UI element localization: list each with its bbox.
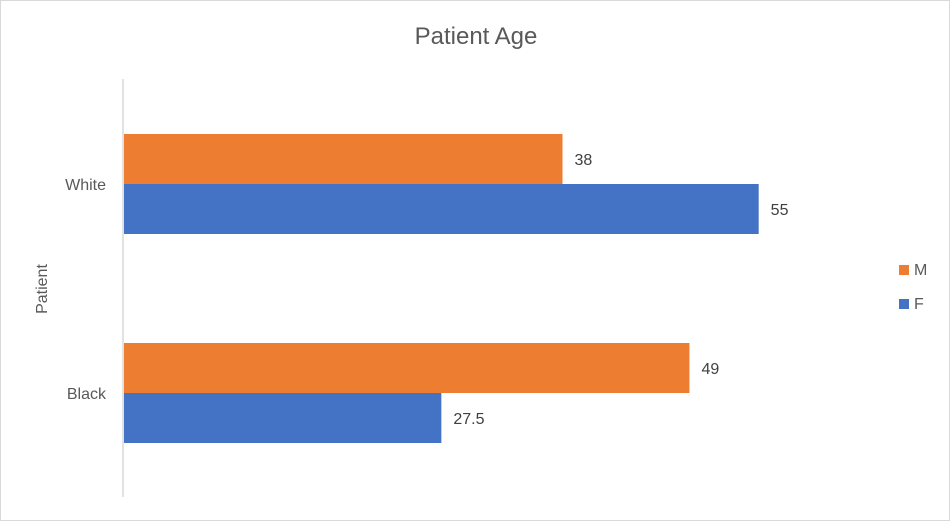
category-labels-group: White Black [65,177,107,403]
category-label-white: White [65,177,106,194]
bar-black-f [124,393,442,443]
legend: MF [899,262,927,313]
bar-white-m [124,134,563,184]
bar-white-f [124,184,759,234]
y-axis-title: Patient [34,264,51,314]
data-label-white-f: 55 [771,202,789,219]
legend-swatch-f [899,299,909,309]
bar-black-m [124,343,690,393]
chart-title: Patient Age [415,23,538,50]
data-label-white-m: 38 [575,152,593,169]
data-label-black-m: 49 [701,361,719,378]
category-label-black: Black [67,386,107,403]
legend-label-f: F [914,296,924,313]
legend-swatch-m [899,265,909,275]
data-label-black-f: 27.5 [453,411,484,428]
bars-group: 38 55 49 27.5 [124,134,789,443]
legend-label-m: M [914,262,927,279]
